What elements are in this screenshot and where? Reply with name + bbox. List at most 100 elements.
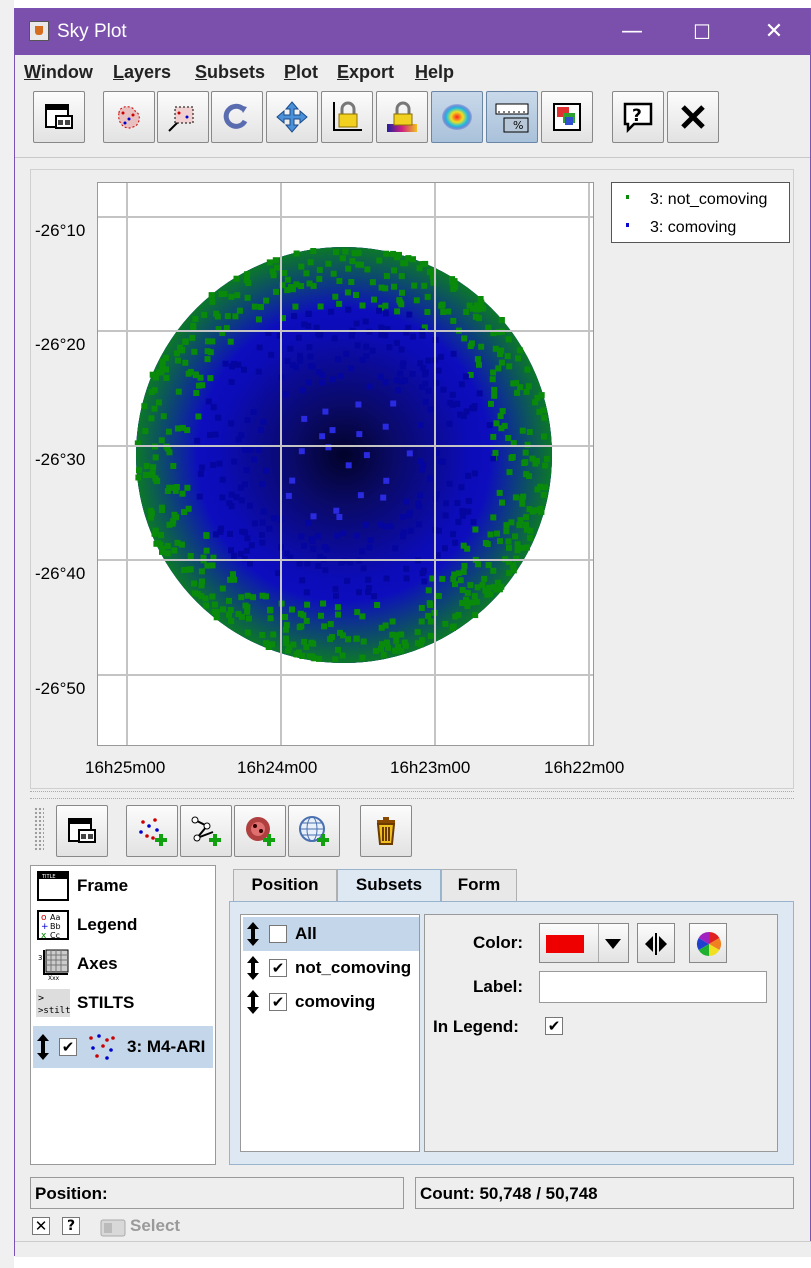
scatter-point-block — [228, 503, 235, 510]
control-item-frame[interactable]: TITLE Frame — [34, 868, 214, 904]
scatter-point-block — [471, 470, 478, 477]
menu-plot[interactable]: Plot — [284, 62, 318, 83]
control-item-legend[interactable]: o + x Aa Bb Cc Legend — [34, 907, 214, 943]
subset-label-input[interactable] — [539, 971, 767, 1003]
scatter-point-block — [148, 415, 155, 422]
scatter-point-block — [260, 418, 267, 425]
layer-item-m4[interactable]: ✔ 3: M4-ARI — [33, 1026, 213, 1068]
split-pane-divider[interactable] — [30, 791, 794, 799]
scatter-point-block — [150, 464, 157, 471]
help-button[interactable]: ? — [612, 91, 664, 143]
help-small-button[interactable]: ? — [62, 1217, 80, 1235]
scatter-point-block — [369, 279, 376, 286]
lock-axes-button[interactable] — [321, 91, 373, 143]
scatter-point-block — [142, 472, 149, 478]
subset-checkbox[interactable]: ✔ — [269, 959, 287, 977]
scatter-point-block — [345, 306, 352, 313]
menu-layers[interactable]: Layers — [113, 62, 171, 83]
scatter-point-block — [268, 351, 275, 358]
control-item-axes[interactable]: 3 Xxx Axes — [34, 946, 214, 982]
minimize-button[interactable]: — — [621, 19, 643, 44]
grid-line — [98, 216, 593, 218]
color-selector[interactable] — [539, 923, 629, 963]
blob-subset-button[interactable] — [103, 91, 155, 143]
scatter-point-block — [425, 357, 432, 364]
delete-layer-button[interactable] — [360, 805, 412, 857]
new-window-button[interactable] — [33, 91, 85, 143]
scatter-point-block — [418, 466, 425, 473]
scatter-point-block — [494, 579, 501, 586]
menu-export[interactable]: Export — [337, 62, 394, 83]
scatter-point-block — [491, 386, 498, 393]
subset-checkbox[interactable] — [269, 925, 287, 943]
control-item-stilts[interactable]: > >stilts STILTS — [34, 985, 214, 1021]
replot-button[interactable] — [211, 91, 263, 143]
plot-area[interactable] — [97, 182, 594, 746]
scatter-point-block — [435, 367, 442, 374]
scatter-point-block — [283, 640, 290, 647]
scatter-point-block — [534, 394, 541, 401]
scatter-point-block — [537, 505, 544, 512]
scatter-point-block — [415, 500, 422, 507]
scatter-point-block — [422, 398, 429, 405]
scatter-point-block — [415, 521, 422, 528]
scatter-point-block — [335, 356, 342, 363]
scatter-point-block — [179, 490, 186, 497]
menu-window[interactable]: Window — [24, 62, 93, 83]
scatter-point-block — [479, 582, 486, 589]
in-legend-checkbox[interactable]: ✔ — [545, 1017, 563, 1035]
export-image-button[interactable] — [541, 91, 593, 143]
scatter-point-block — [270, 272, 277, 279]
scatter-point-block — [451, 571, 458, 578]
scatter-point-block — [146, 471, 153, 478]
axes-percent-button[interactable]: % — [486, 91, 538, 143]
scatter-point-block — [397, 370, 404, 377]
add-scatter-layer-button[interactable] — [126, 805, 178, 857]
scatter-point-block — [514, 389, 521, 396]
scatter-point-block — [427, 475, 434, 482]
frame-window-button[interactable] — [56, 805, 108, 857]
subset-checkbox[interactable]: ✔ — [269, 993, 287, 1011]
layer-visible-checkbox[interactable]: ✔ — [59, 1038, 77, 1056]
add-line-layer-button[interactable] — [180, 805, 232, 857]
add-density-layer-button[interactable] — [234, 805, 286, 857]
navigation-button[interactable] — [266, 91, 318, 143]
close-plot-button[interactable] — [667, 91, 719, 143]
maximize-button[interactable]: ☐ — [693, 20, 711, 44]
toolbar-grip[interactable] — [34, 807, 44, 851]
color-chooser-button[interactable] — [689, 923, 727, 963]
scatter-point-block — [474, 584, 481, 591]
scatter-point-block — [425, 587, 432, 594]
scatter-point-block — [149, 371, 156, 378]
scatter-point-block — [435, 593, 442, 599]
menu-subsets[interactable]: Subsets — [195, 62, 265, 83]
position-status: Position: — [30, 1177, 404, 1209]
tab-subsets[interactable]: Subsets — [337, 869, 441, 901]
scatter-point-block — [182, 338, 189, 345]
scatter-point-block — [199, 578, 205, 585]
tab-form[interactable]: Form — [441, 869, 517, 901]
add-sky-layer-button[interactable] — [288, 805, 340, 857]
x-tick-label: 16h23m00 — [390, 758, 471, 777]
color-cycle-button[interactable] — [637, 923, 675, 963]
select-button[interactable]: Select — [130, 1216, 181, 1235]
tab-position[interactable]: Position — [233, 869, 337, 901]
scatter-point-block — [516, 522, 523, 529]
scatter-point-block — [304, 601, 311, 608]
subset-item-all[interactable]: All — [243, 917, 419, 951]
scatter-point-block — [446, 420, 453, 427]
region-subset-button[interactable] — [157, 91, 209, 143]
scatter-point-block — [158, 532, 164, 539]
scatter-point-block — [159, 507, 165, 513]
cancel-small-button[interactable]: ✕ — [32, 1217, 50, 1235]
close-window-button[interactable]: ✕ — [764, 19, 784, 44]
scatter-point-block — [353, 532, 360, 539]
subset-item-comoving[interactable]: ✔ comoving — [243, 985, 419, 1019]
density-shading-button[interactable] — [431, 91, 483, 143]
chevron-down-icon — [605, 939, 621, 949]
scatter-point-block — [330, 376, 337, 383]
lock-aux-button[interactable] — [376, 91, 428, 143]
menu-help[interactable]: Help — [415, 62, 454, 83]
scatter-point-block — [485, 562, 492, 568]
subset-item-not-comoving[interactable]: ✔ not_comoving — [243, 951, 419, 985]
